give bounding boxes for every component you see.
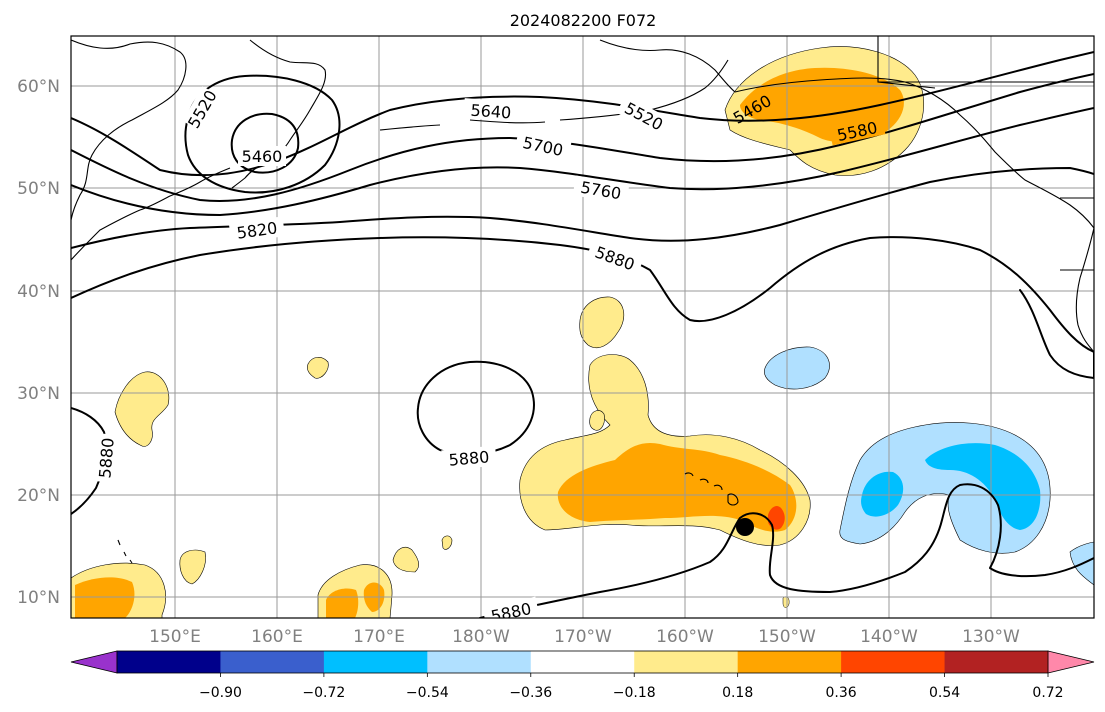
x-tick-170w: 170°W — [554, 627, 612, 647]
colorbar-segment — [841, 651, 946, 673]
colorbar: −0.90 −0.72 −0.54 −0.36 −0.18 0.18 0.36 0.54 0.7… — [70, 650, 1095, 701]
colorbar-tick-label: −0.36 — [509, 685, 552, 701]
coast-alaska-south — [734, 77, 1094, 229]
shade-blob-c — [114, 371, 170, 447]
colorbar-tick-label: −0.72 — [302, 685, 345, 701]
colorbar-tick-label: 0.18 — [722, 685, 753, 701]
colorbar-segment — [220, 651, 325, 673]
contours — [71, 51, 1094, 618]
coast-alaska-north — [599, 39, 736, 93]
shade-neg-medium-a — [861, 471, 904, 517]
colorbar-tick-label: 0.72 — [1032, 685, 1063, 701]
y-tick-20n: 20°N — [17, 486, 60, 506]
map-title: 2024082200 F072 — [510, 11, 657, 30]
colorbar-segment — [634, 651, 739, 673]
x-tick-170e: 170°E — [353, 627, 405, 647]
x-tick-180w: 180°W — [452, 627, 510, 647]
coast-islands-w — [117, 539, 133, 564]
contour-5880-main — [71, 236, 1094, 379]
x-tick-130w: 130°W — [962, 627, 1020, 647]
x-tick-150e: 150°E — [149, 627, 201, 647]
y-tick-50n: 50°N — [17, 179, 60, 199]
x-tick-160w: 160°W — [656, 627, 714, 647]
coast-asia-east — [71, 39, 187, 221]
y-tick-10n: 10°N — [17, 588, 60, 608]
map-content: 5520 5460 5640 5520 5460 5580 5700 5760 … — [71, 36, 1094, 618]
y-tick-30n: 30°N — [17, 384, 60, 404]
colorbar-tick-label: −0.54 — [406, 685, 449, 701]
shade-sw-medium — [75, 577, 135, 618]
contour-label-5880-c: 5880 — [95, 437, 117, 479]
colorbar-segment — [427, 651, 532, 673]
colorbar-tick-label: −0.90 — [199, 685, 242, 701]
colorbar-segment — [530, 651, 635, 673]
shade-tiny-a — [782, 596, 790, 608]
map-border — [70, 35, 1095, 619]
coast-japan-kuril — [71, 167, 231, 261]
shade-s-medium — [326, 588, 359, 618]
colorbar-segment — [944, 651, 1049, 673]
coast-na-west — [1075, 227, 1094, 353]
colorbar-tick-label: −0.18 — [613, 685, 656, 701]
colorbar-segments — [117, 651, 1049, 673]
shading-layer — [71, 46, 1094, 618]
contour-5880-south — [479, 483, 1094, 618]
coast-kamchatka — [231, 39, 327, 189]
shade-hawaii-medium — [557, 442, 797, 532]
coastlines — [71, 36, 1094, 564]
y-axis-ticks: 60°N 50°N 40°N 30°N 20°N 10°N — [17, 77, 60, 608]
contour-5880-closed — [416, 360, 535, 456]
contour-label-5460: 5460 — [242, 147, 283, 166]
contour-5460-closed — [230, 112, 300, 174]
colorbar-frame — [116, 650, 1049, 674]
y-tick-40n: 40°N — [17, 282, 60, 302]
shade-blob-f — [392, 547, 420, 573]
colorbar-segment — [117, 651, 221, 673]
shade-blob-b — [589, 410, 605, 431]
colorbar-tick-label: 0.54 — [929, 685, 960, 701]
x-tick-150w: 150°W — [758, 627, 816, 647]
contour-5700 — [71, 73, 1094, 202]
shade-neg-medium-b — [925, 443, 1041, 530]
coast-hawaii — [684, 472, 739, 506]
coast-aleutians — [379, 59, 729, 131]
contour-5640 — [71, 51, 1094, 177]
colorbar-tick-label: 0.36 — [826, 685, 857, 701]
contour-label-5640: 5640 — [470, 101, 512, 123]
x-tick-140w: 140°W — [860, 627, 918, 647]
shade-blob-g — [441, 535, 453, 550]
colorbar-ticks: −0.90 −0.72 −0.54 −0.36 −0.18 0.18 0.36 0.54 0.7… — [199, 673, 1064, 701]
shade-blob-e — [179, 549, 206, 585]
x-axis-ticks: 150°E 160°E 170°E 180°W 170°W 160°W 150°… — [149, 627, 1020, 647]
colorbar-low-extension — [70, 650, 118, 674]
border-alaska-canada — [877, 36, 1094, 271]
colorbar-high-extension — [1047, 650, 1095, 674]
colorbar-segment — [737, 651, 842, 673]
shade-neg-a — [764, 346, 830, 390]
y-tick-60n: 60°N — [17, 77, 60, 97]
storm-position-marker — [736, 518, 754, 536]
shade-blob-d — [307, 357, 329, 379]
contour-label-5880-b: 5880 — [448, 447, 490, 469]
contour-5520-closed — [184, 74, 341, 194]
contour-5760 — [71, 107, 1094, 216]
x-tick-160e: 160°E — [251, 627, 303, 647]
colorbar-segment — [323, 651, 428, 673]
